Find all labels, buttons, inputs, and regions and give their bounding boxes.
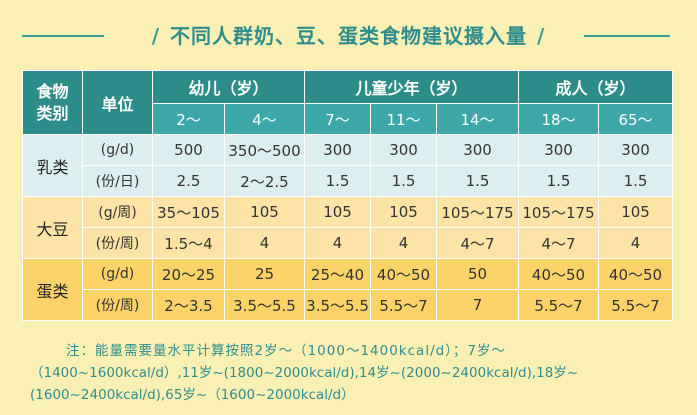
- note-line-3: (1600~2400kcal/d),65岁~（1600~2000kcal/d）: [30, 387, 355, 403]
- header-row-ages: 2～ 4～ 7～ 11～ 14～ 18～ 65～: [23, 103, 674, 135]
- header-age: 18～: [518, 103, 600, 135]
- header-age: 7～: [304, 103, 372, 135]
- value-cell: 1.5～4: [152, 227, 225, 259]
- header-age: 4～: [223, 103, 306, 135]
- header-age: 11～: [370, 103, 438, 135]
- value-cell: 40～50: [370, 258, 438, 290]
- header-row-groups: 食物类别 单位 幼儿（岁） 儿童少年（岁） 成人（岁）: [22, 70, 674, 135]
- category-milk: 乳类: [22, 134, 83, 197]
- header-group-youth: 儿童少年（岁）: [304, 70, 520, 104]
- value-cell: 50: [436, 258, 520, 290]
- header-age: 65～: [598, 103, 674, 135]
- intake-table: 食物类别 单位 幼儿（岁） 儿童少年（岁） 成人（岁） 2～ 4～ 7～ 11～…: [22, 70, 674, 321]
- header-unit: 单位: [82, 70, 153, 135]
- value-cell: 4～7: [436, 227, 520, 259]
- note-line-2: （1400~1600kcal/d）,11岁~(1800~2000kcal/d),…: [30, 365, 579, 381]
- title-slash-right: /: [537, 24, 546, 48]
- value-cell: 5.5～7: [518, 289, 600, 321]
- value-cell: 35～105: [152, 196, 225, 228]
- page-title: / 不同人群奶、豆、蛋类食物建议摄入量 /: [0, 18, 697, 54]
- title-bar: / 不同人群奶、豆、蛋类食物建议摄入量 /: [0, 18, 697, 54]
- category-soy: 大豆: [22, 196, 83, 259]
- value-cell: 3.5～5.5: [304, 289, 372, 321]
- value-cell: 2.5: [152, 165, 225, 197]
- value-cell: 4: [370, 227, 438, 259]
- unit-cell: (g/d): [82, 258, 153, 290]
- value-cell: 4～7: [518, 227, 600, 259]
- value-cell: 105: [223, 196, 306, 228]
- value-cell: 500: [152, 134, 225, 166]
- table-row-soy-grams: 大豆 (g/周) 35～105 105 105 105 105～175 105～…: [22, 196, 674, 259]
- unit-cell: (份/日): [82, 165, 153, 197]
- header-age: 14～: [436, 103, 520, 135]
- value-cell: 5.5～7: [370, 289, 438, 321]
- header-group-toddler: 幼儿（岁）: [151, 70, 306, 104]
- header-group-adult: 成人（岁）: [518, 70, 674, 104]
- value-cell: 3.5～5.5: [223, 289, 306, 321]
- value-cell: 4: [304, 227, 372, 259]
- table-row-egg-servings: (份/周) 2～3.5 3.5～5.5 3.5～5.5 5.5～7 7 5.5～…: [23, 289, 674, 321]
- value-cell: 300: [598, 134, 674, 166]
- table-row-egg-grams: 蛋类 (g/d) 20～25 25 25～40 40～50 50 40～50 4…: [22, 258, 674, 321]
- title-slash-left: /: [151, 24, 160, 48]
- value-cell: 1.5: [518, 165, 600, 197]
- title-divider-left: [22, 35, 104, 37]
- value-cell: 105: [304, 196, 372, 228]
- value-cell: 105: [370, 196, 438, 228]
- value-cell: 2～2.5: [223, 165, 306, 197]
- value-cell: 7: [436, 289, 520, 321]
- value-cell: 4: [598, 227, 674, 259]
- value-cell: 105: [598, 196, 674, 228]
- value-cell: 25～40: [304, 258, 372, 290]
- value-cell: 4: [223, 227, 306, 259]
- value-cell: 1.5: [304, 165, 372, 197]
- table-row-milk-servings: (份/日) 2.5 2～2.5 1.5 1.5 1.5 1.5 1.5: [23, 165, 674, 197]
- value-cell: 350～500: [223, 134, 306, 166]
- category-egg: 蛋类: [22, 258, 83, 321]
- value-cell: 25: [223, 258, 306, 290]
- value-cell: 20～25: [152, 258, 225, 290]
- value-cell: 1.5: [436, 165, 520, 197]
- note-line-1: 注：能量需要量水平计算按照2岁～（1000～1400kcal/d）；7岁～: [66, 343, 507, 359]
- unit-cell: (g/d): [82, 134, 153, 166]
- value-cell: 40～50: [598, 258, 674, 290]
- value-cell: 5.5～7: [598, 289, 674, 321]
- unit-cell: (g/周): [82, 196, 153, 228]
- title-text: 不同人群奶、豆、蛋类食物建议摄入量: [170, 24, 527, 48]
- unit-cell: (份/周): [82, 289, 153, 321]
- table-row-milk-grams: 乳类 (g/d) 500 350～500 300 300 300 300 300: [22, 134, 674, 197]
- value-cell: 1.5: [370, 165, 438, 197]
- value-cell: 40～50: [518, 258, 600, 290]
- title-divider-right: [584, 35, 670, 37]
- unit-cell: (份/周): [82, 227, 153, 259]
- value-cell: 300: [370, 134, 438, 166]
- value-cell: 105～175: [518, 196, 600, 228]
- value-cell: 2～3.5: [152, 289, 225, 321]
- table-row-soy-servings: (份/周) 1.5～4 4 4 4 4～7 4～7 4: [23, 227, 674, 259]
- header-food-category: 食物类别: [22, 70, 83, 135]
- value-cell: 1.5: [598, 165, 674, 197]
- value-cell: 105～175: [436, 196, 520, 228]
- header-age: 2～: [152, 103, 225, 135]
- value-cell: 300: [518, 134, 600, 166]
- value-cell: 300: [436, 134, 520, 166]
- value-cell: 300: [304, 134, 372, 166]
